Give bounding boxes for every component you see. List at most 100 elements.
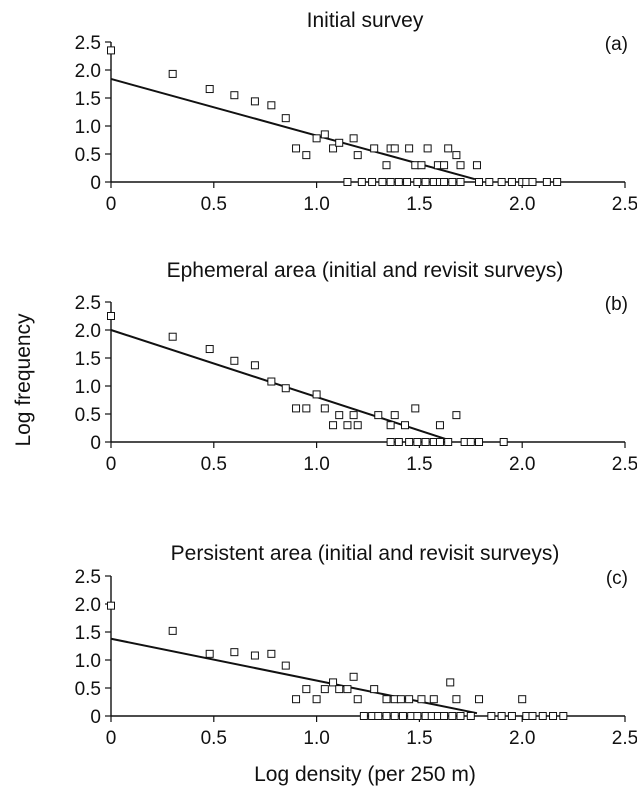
data-point [528, 178, 537, 186]
data-point [403, 178, 412, 186]
data-point [382, 161, 391, 170]
data-point [329, 144, 338, 153]
data-point [421, 438, 430, 446]
panels: Initial survey (a) 0 0.5 1.0 1.5 2.0 2.5 0 0.5 1.0… [75, 9, 637, 749]
data-point [413, 712, 422, 720]
data-point [405, 438, 414, 446]
x-tick-label: 0 [106, 728, 117, 749]
data-point [386, 178, 395, 186]
data-point [329, 421, 338, 430]
data-point [320, 130, 329, 139]
panel-label: (a) [605, 34, 628, 55]
x-tick-label: 2.5 [612, 728, 637, 749]
panel-title: Ephemeral area (initial and revisit surv… [167, 259, 564, 282]
data-point [250, 361, 259, 370]
data-point [107, 601, 115, 610]
data-point [382, 695, 391, 704]
data-point [292, 144, 301, 153]
data-point [343, 685, 352, 694]
x-tick-label: 2.0 [509, 454, 535, 475]
y-tick-label: 0.5 [75, 145, 101, 166]
data-point [302, 404, 311, 413]
panel-label: (b) [605, 294, 628, 315]
data-point [230, 356, 239, 365]
data-point [452, 411, 461, 420]
data-point [423, 144, 432, 153]
y-tick-label: 2.0 [75, 595, 101, 616]
data-point [472, 161, 481, 170]
data-point [456, 712, 465, 720]
data-point [370, 685, 379, 694]
data-point [302, 685, 311, 694]
data-point [435, 421, 444, 430]
data-point [466, 712, 475, 720]
y-tick-label: 2.0 [75, 321, 101, 342]
data-point [466, 438, 475, 446]
data-point [250, 651, 259, 660]
data-point [281, 661, 290, 670]
data-point [390, 712, 399, 720]
data-point [267, 101, 276, 110]
data-point [390, 411, 399, 420]
data-point [497, 178, 506, 186]
data-point [452, 695, 461, 704]
data-point [398, 712, 407, 720]
x-tick-label: 0.5 [201, 728, 227, 749]
data-point [549, 712, 558, 720]
data-point [553, 178, 562, 186]
data-point [475, 438, 484, 446]
data-point [435, 438, 444, 446]
data-point [374, 712, 383, 720]
x-tick-label: 2.5 [612, 454, 637, 475]
data-point [335, 411, 344, 420]
y-tick-label: 0.5 [75, 679, 101, 700]
data-point [559, 712, 568, 720]
regression-line [110, 637, 478, 715]
data-point [312, 695, 321, 704]
data-point [417, 695, 426, 704]
x-tick-label: 1.0 [303, 194, 329, 215]
data-point [230, 648, 239, 657]
data-point [107, 46, 115, 55]
y-tick-label: 0 [90, 173, 101, 194]
data-point [401, 421, 410, 430]
data-point [452, 151, 461, 160]
data-point [312, 390, 321, 399]
panel-a: Initial survey (a) 0 0.5 1.0 1.5 2.0 2.5 0 0.5 1.0… [75, 9, 637, 215]
data-point [292, 404, 301, 413]
data-point [542, 178, 551, 186]
data-point [168, 332, 177, 341]
data-point [538, 712, 547, 720]
data-point [374, 411, 383, 420]
data-point [440, 161, 449, 170]
data-point [386, 438, 395, 446]
data-point [440, 712, 449, 720]
data-point [448, 178, 457, 186]
y-tick-label: 0 [90, 707, 101, 728]
y-tick-label: 1.5 [75, 89, 101, 110]
y-tick-label: 1.5 [75, 623, 101, 644]
x-tick-label: 0.5 [201, 194, 227, 215]
data-point [378, 178, 387, 186]
data-point [329, 678, 338, 687]
x-tick-label: 2.5 [612, 194, 637, 215]
data-point [353, 421, 362, 430]
data-point [487, 712, 496, 720]
x-tick-label: 1.5 [406, 454, 432, 475]
data-point [349, 672, 358, 681]
data-point [507, 178, 516, 186]
data-point [349, 411, 358, 420]
data-point [382, 712, 391, 720]
data-point [456, 178, 465, 186]
data-point [281, 384, 290, 393]
y-tick-label: 1.5 [75, 349, 101, 370]
data-point [250, 97, 259, 106]
data-point [429, 695, 438, 704]
data-point [444, 438, 453, 446]
panel-title: Initial survey [307, 9, 424, 32]
data-point [168, 69, 177, 78]
data-point [390, 144, 399, 153]
data-point [446, 678, 455, 687]
data-point [349, 134, 358, 143]
